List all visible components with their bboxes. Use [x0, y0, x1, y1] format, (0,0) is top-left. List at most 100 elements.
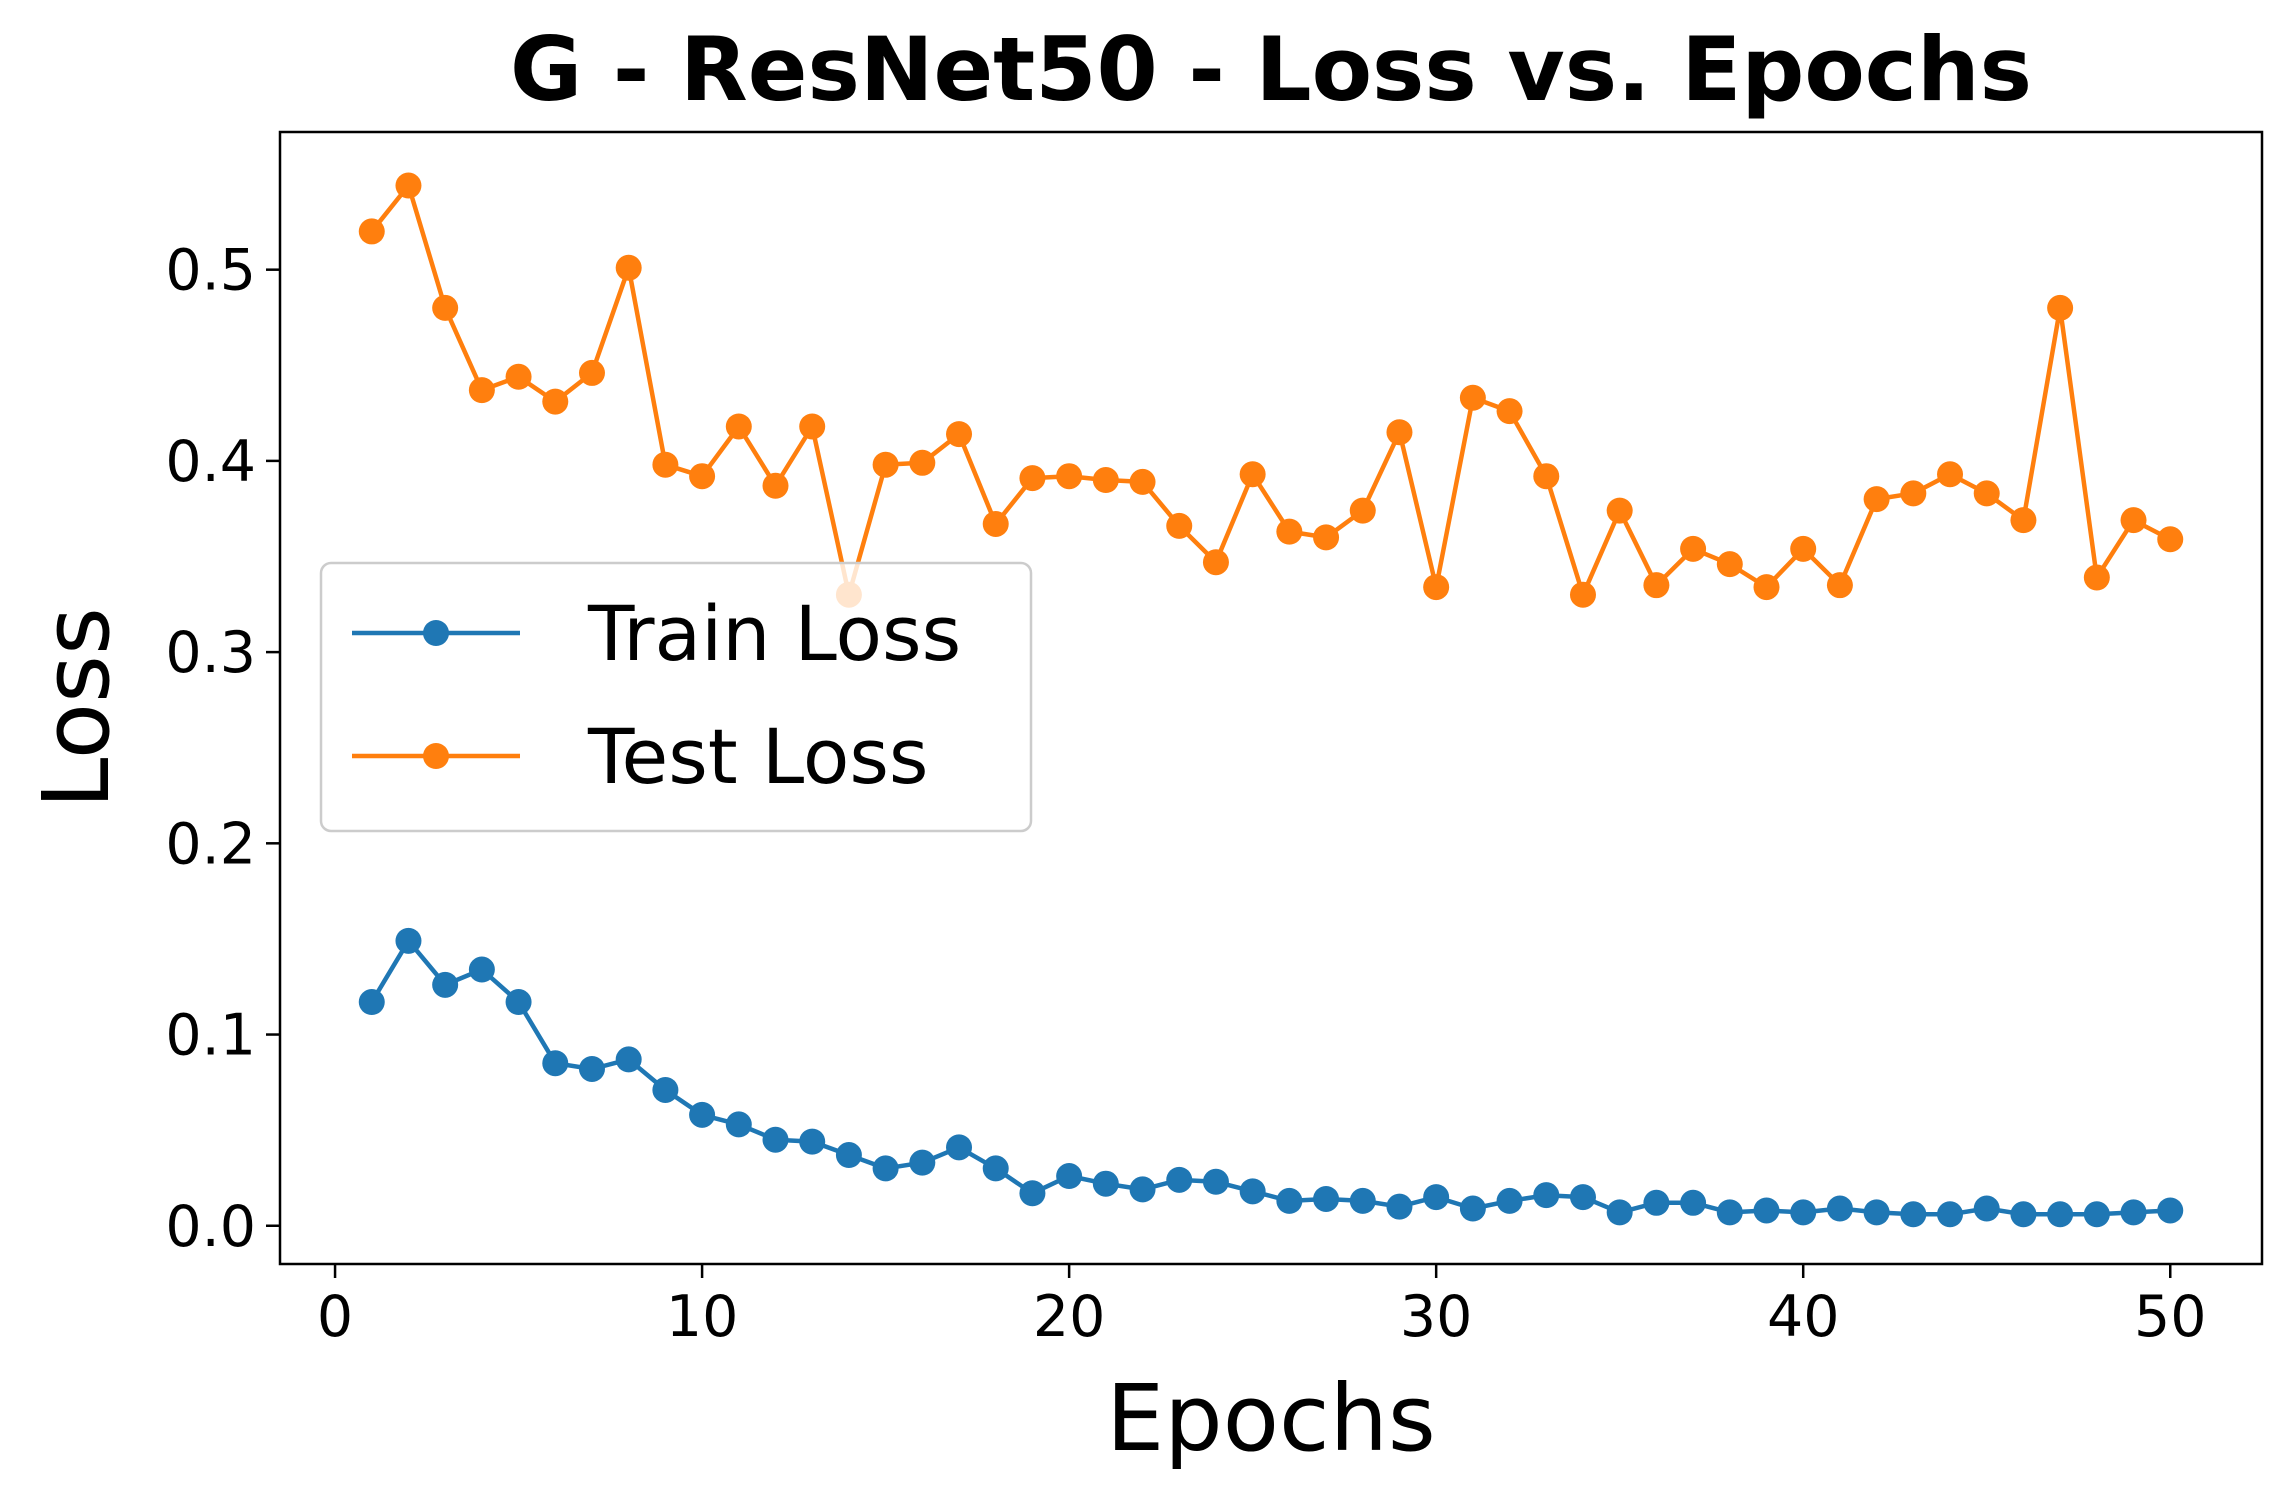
- test-loss-point: [1459, 384, 1486, 411]
- test-loss-point: [1056, 463, 1083, 490]
- train-loss-point: [395, 927, 422, 954]
- train-loss-point: [1900, 1201, 1927, 1228]
- train-loss-point: [468, 956, 495, 983]
- test-loss-point: [1386, 419, 1413, 446]
- test-loss-point: [1349, 497, 1376, 524]
- legend-test-loss-label: Test Loss: [587, 712, 929, 801]
- test-loss-point: [468, 377, 495, 404]
- train-loss-point: [835, 1142, 862, 1169]
- train-loss-point: [1313, 1185, 1340, 1212]
- train-loss-line: [369, 938, 2171, 1217]
- train-loss-point: [1937, 1201, 1964, 1228]
- y-tick-label: 0.0: [165, 1194, 256, 1260]
- y-tick-label: 0.3: [165, 620, 256, 686]
- y-tick-label: 0.4: [165, 429, 256, 495]
- test-loss-point: [725, 413, 752, 440]
- test-loss-point: [1423, 574, 1450, 601]
- test-loss-point: [1239, 461, 1266, 488]
- y-axis-label: Loss: [23, 607, 130, 809]
- test-loss-point: [578, 359, 605, 386]
- train-loss-point: [578, 1055, 605, 1082]
- train-loss-point: [432, 971, 459, 998]
- test-loss-point: [1680, 535, 1707, 562]
- test-loss-point: [872, 451, 899, 478]
- train-loss-point: [505, 989, 532, 1016]
- y-tick-label: 0.1: [165, 1003, 256, 1069]
- train-loss-point: [1019, 1180, 1046, 1207]
- train-loss-point: [1056, 1163, 1083, 1190]
- test-loss-point: [1092, 467, 1119, 494]
- train-loss-point: [1826, 1195, 1853, 1222]
- train-loss-point: [2047, 1201, 2074, 1228]
- test-loss-point: [652, 451, 679, 478]
- test-loss-point: [909, 449, 936, 476]
- test-loss-point: [1606, 497, 1633, 524]
- train-loss-point: [909, 1149, 936, 1176]
- train-loss-point: [2157, 1197, 2184, 1224]
- test-loss-point: [2010, 507, 2037, 534]
- train-loss-point: [1423, 1184, 1450, 1211]
- train-loss-point: [1459, 1195, 1486, 1222]
- train-loss-point: [2120, 1199, 2147, 1226]
- x-tick-label: 20: [1033, 1284, 1106, 1350]
- test-loss-point: [432, 294, 459, 321]
- test-loss-line: [370, 183, 2172, 597]
- test-loss-point: [982, 510, 1009, 537]
- test-loss-point: [1569, 581, 1596, 608]
- train-loss-point: [542, 1050, 569, 1077]
- train-loss-point: [2010, 1201, 2037, 1228]
- plot-frame: [278, 130, 2264, 1266]
- test-loss-point: [1166, 512, 1193, 539]
- train-loss-point: [1680, 1189, 1707, 1216]
- test-loss-point: [542, 388, 569, 415]
- train-loss-point: [1239, 1178, 1266, 1205]
- test-loss-point: [1533, 463, 1560, 490]
- train-loss-point: [615, 1046, 642, 1073]
- test-loss-point: [395, 172, 422, 199]
- y-tick-label: 0.2: [165, 811, 256, 877]
- chart-title: G - ResNet50 - Loss vs. Epochs: [510, 18, 2032, 121]
- test-loss-point: [1313, 524, 1340, 551]
- train-loss-point: [1716, 1199, 1743, 1226]
- x-tick-label: 0: [317, 1284, 353, 1350]
- test-loss-point: [1863, 486, 1890, 513]
- test-loss-point: [1716, 551, 1743, 578]
- train-loss-point: [1092, 1170, 1119, 1197]
- test-loss-point: [1973, 480, 2000, 507]
- test-loss-point: [1643, 572, 1670, 599]
- x-tick-label: 40: [1767, 1284, 1840, 1350]
- test-loss-point: [1019, 465, 1046, 492]
- test-loss-point: [2120, 507, 2147, 534]
- legend-train-loss-marker: [423, 620, 449, 646]
- train-loss-point: [982, 1155, 1009, 1182]
- train-loss-point: [1973, 1195, 2000, 1222]
- train-loss-point: [358, 989, 385, 1016]
- train-loss-point: [1863, 1199, 1890, 1226]
- train-loss-point: [2083, 1201, 2110, 1228]
- train-loss-point: [946, 1134, 973, 1161]
- train-loss-point: [1533, 1182, 1560, 1209]
- test-loss-point: [358, 218, 385, 245]
- train-loss-point: [1349, 1187, 1376, 1214]
- train-loss-point: [872, 1155, 899, 1182]
- test-loss-point: [1129, 468, 1156, 495]
- train-loss-point: [689, 1101, 716, 1128]
- x-tick-label: 30: [1400, 1284, 1473, 1350]
- plot-area: 0 10 20 30 40 50 0.0 0.1 0.2 0.3 0.4 0.5: [165, 130, 2264, 1350]
- train-loss-point: [1569, 1184, 1596, 1211]
- legend-box: [319, 561, 1033, 833]
- test-loss-point: [2047, 294, 2074, 321]
- legend-train-loss-label: Train Loss: [587, 589, 961, 678]
- train-loss-point: [762, 1126, 789, 1153]
- x-axis-label: Epochs: [1106, 1365, 1436, 1472]
- train-loss-point: [652, 1076, 679, 1103]
- test-loss-point: [762, 472, 789, 499]
- test-loss-point: [2157, 526, 2184, 553]
- test-loss-point: [1937, 461, 1964, 488]
- test-loss-point: [689, 463, 716, 490]
- train-loss-point: [799, 1128, 826, 1155]
- x-tick-label: 50: [2134, 1284, 2207, 1350]
- train-loss-point: [1496, 1187, 1523, 1214]
- test-loss-point: [799, 413, 826, 440]
